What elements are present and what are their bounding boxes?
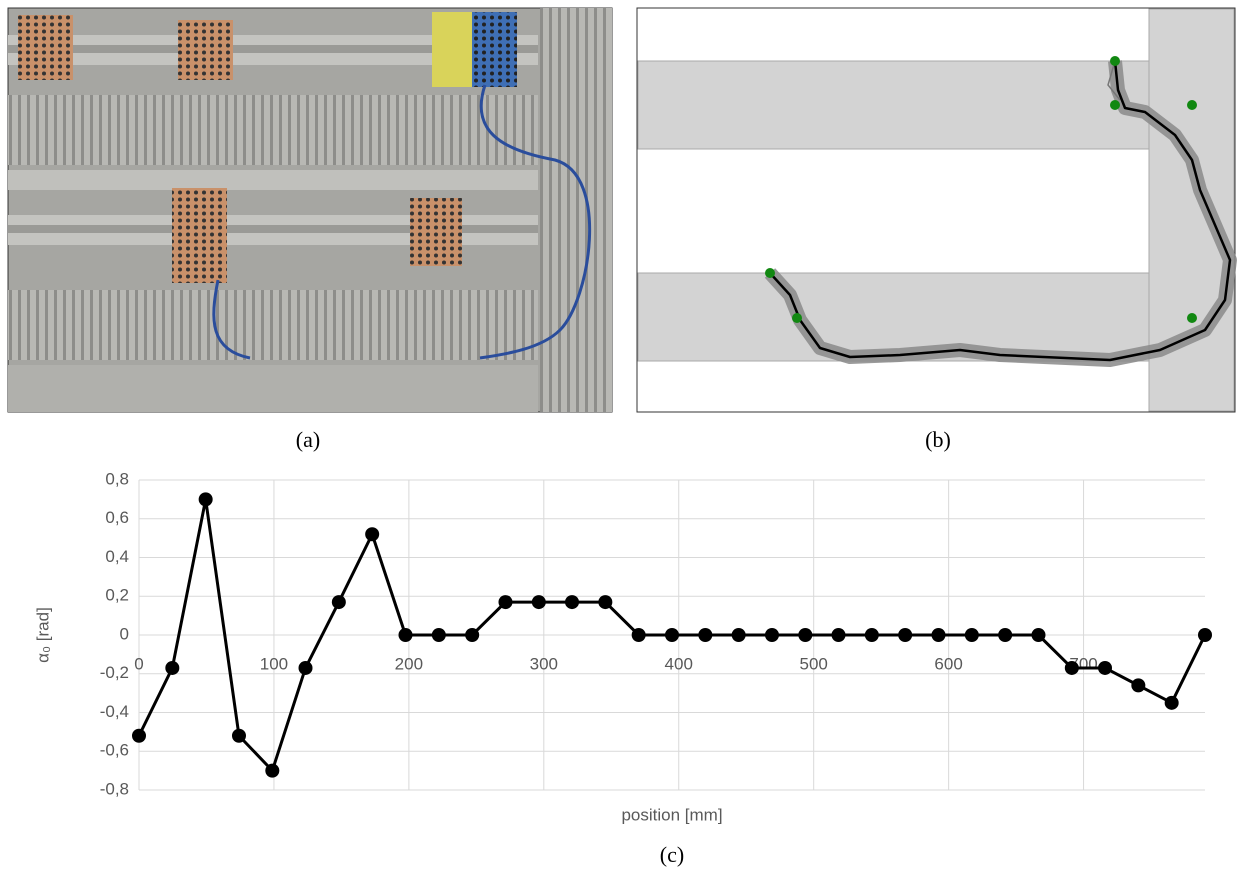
data-point (465, 628, 480, 642)
data-point (531, 595, 546, 610)
y-tick-label: -0,2 (100, 663, 129, 682)
y-axis-title: α₀ [rad] (33, 607, 52, 663)
data-point (964, 628, 979, 642)
x-tick-label: 300 (530, 654, 558, 673)
x-tick-label: 100 (260, 654, 288, 673)
data-point (365, 527, 380, 542)
data-point (165, 660, 180, 675)
data-point (398, 628, 413, 642)
data-point (1064, 660, 1079, 675)
data-point (331, 595, 346, 610)
x-axis-title: position [mm] (621, 805, 722, 824)
data-point (431, 628, 446, 642)
data-point (132, 728, 146, 743)
data-point (231, 728, 246, 743)
data-point (998, 628, 1013, 642)
y-tick-label: -0,6 (100, 741, 129, 760)
chart: -0,8 -0,6 -0,4 -0,2 0 0,2 0,4 0,6 0,8 0 100 200 300 4… (33, 469, 1212, 824)
data-point (1164, 695, 1179, 710)
caption: (c) (660, 842, 684, 867)
caption: (a) (296, 427, 320, 452)
data-point (1198, 628, 1212, 642)
y-tick-label: 0 (120, 624, 129, 643)
data-point (864, 628, 879, 642)
data-point (831, 628, 846, 642)
data-point (1131, 678, 1146, 693)
x-tick-label: 600 (934, 654, 962, 673)
y-tick-label: 0,4 (105, 547, 129, 566)
data-point (631, 628, 646, 642)
data-point (198, 492, 213, 507)
y-tick-label: 0,8 (105, 469, 129, 488)
x-tick-label: 500 (799, 654, 827, 673)
data-point (731, 628, 746, 642)
data-point (798, 628, 813, 642)
data-point (565, 595, 580, 610)
y-tick-label: -0,8 (100, 779, 129, 798)
data-point (698, 628, 713, 642)
y-tick-label: 0,6 (105, 508, 129, 527)
x-tick-label: 400 (665, 654, 693, 673)
data-point (1031, 628, 1046, 642)
data-point (665, 628, 679, 642)
x-tick-label: 0 (134, 654, 143, 673)
data-point (298, 660, 313, 675)
data-point (1098, 660, 1113, 675)
y-tick-label: 0,2 (105, 586, 129, 605)
y-tick-label: -0,4 (100, 702, 129, 721)
caption: (b) (925, 427, 951, 452)
x-tick-label: 200 (395, 654, 423, 673)
data-point (931, 628, 946, 642)
data-point (498, 595, 513, 610)
data-point (598, 595, 613, 610)
data-point (265, 763, 280, 778)
data-point (898, 628, 913, 642)
path-diagram (636, 7, 1237, 413)
photo (7, 7, 613, 413)
data-point (764, 628, 779, 642)
